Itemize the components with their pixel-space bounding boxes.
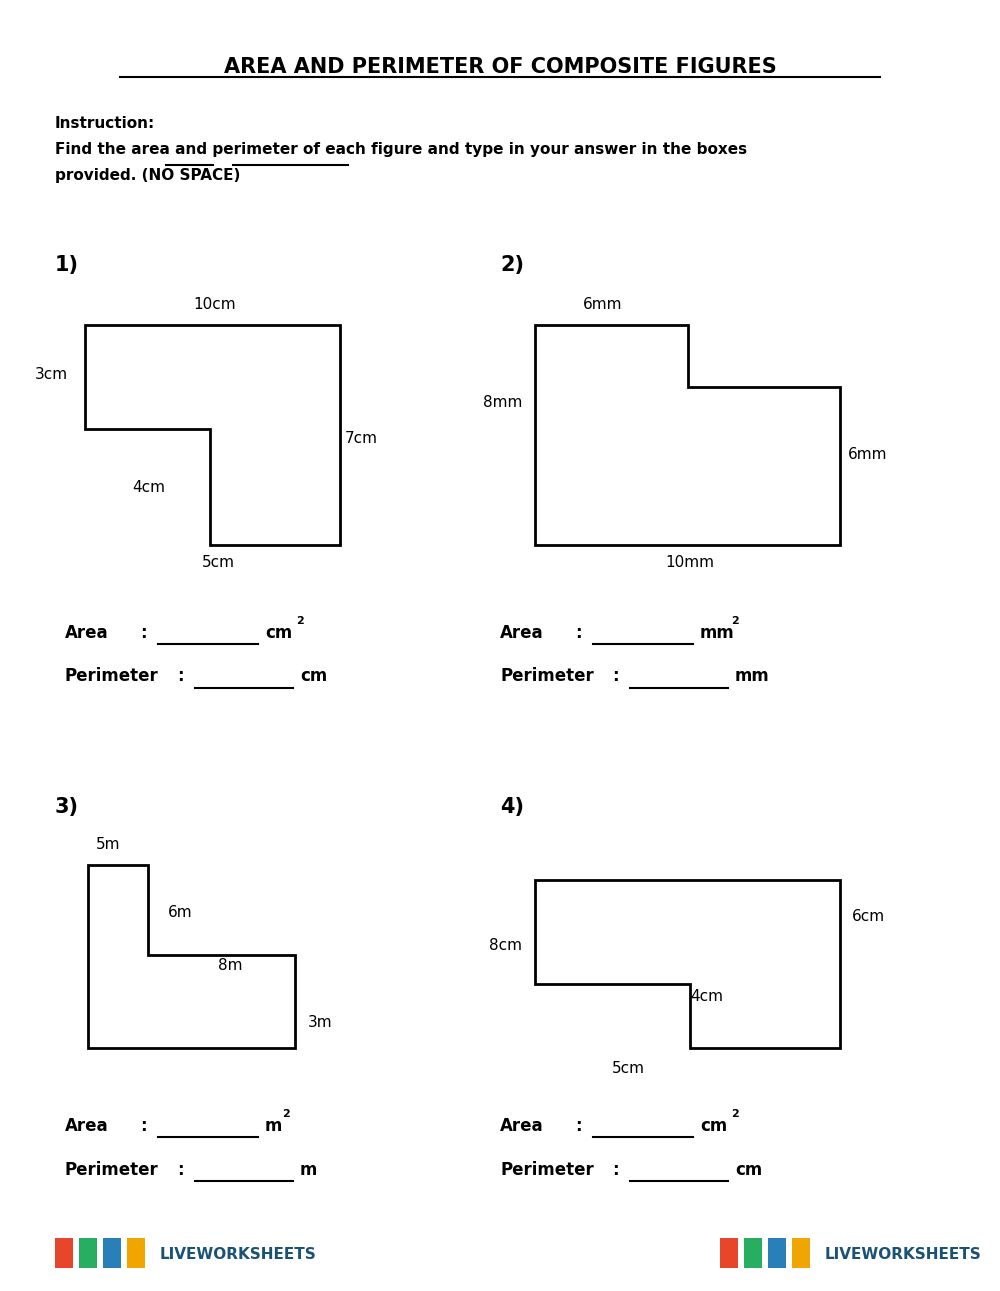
Text: :: :: [575, 624, 582, 642]
Text: provided. (NO SPACE): provided. (NO SPACE): [55, 168, 240, 183]
Text: :: :: [140, 624, 147, 642]
Text: 6mm: 6mm: [583, 297, 623, 312]
Text: 3): 3): [55, 797, 79, 817]
Text: Area: Area: [500, 1117, 544, 1135]
Text: m: m: [300, 1161, 317, 1179]
Text: Area: Area: [65, 1117, 109, 1135]
FancyBboxPatch shape: [792, 1238, 810, 1268]
Text: Perimeter: Perimeter: [500, 667, 594, 686]
Text: 2: 2: [282, 1109, 290, 1119]
Text: :: :: [177, 667, 184, 686]
Text: Perimeter: Perimeter: [500, 1161, 594, 1179]
Text: 2: 2: [731, 616, 739, 626]
Text: LIVEWORKSHEETS: LIVEWORKSHEETS: [825, 1247, 982, 1263]
Text: Find the area and perimeter of each figure and type in your answer in the boxes: Find the area and perimeter of each figu…: [55, 142, 747, 158]
FancyBboxPatch shape: [55, 1238, 73, 1268]
Text: 5m: 5m: [96, 837, 120, 852]
Text: Area: Area: [65, 624, 109, 642]
Text: 6cm: 6cm: [852, 909, 885, 924]
Text: Perimeter: Perimeter: [65, 667, 159, 686]
Text: :: :: [140, 1117, 147, 1135]
Text: 8m: 8m: [218, 958, 242, 973]
Text: 10mm: 10mm: [666, 555, 714, 571]
Text: m: m: [265, 1117, 282, 1135]
Text: AREA AND PERIMETER OF COMPOSITE FIGURES: AREA AND PERIMETER OF COMPOSITE FIGURES: [224, 57, 776, 77]
Text: Area: Area: [500, 624, 544, 642]
Text: 5cm: 5cm: [202, 555, 234, 571]
Text: 4cm: 4cm: [132, 480, 165, 496]
FancyBboxPatch shape: [720, 1238, 738, 1268]
Text: Instruction:: Instruction:: [55, 116, 155, 132]
Text: cm: cm: [300, 667, 327, 686]
Text: :: :: [177, 1161, 184, 1179]
Text: cm: cm: [700, 1117, 727, 1135]
Text: 2: 2: [296, 616, 304, 626]
FancyBboxPatch shape: [79, 1238, 97, 1268]
Text: :: :: [612, 667, 619, 686]
Text: :: :: [575, 1117, 582, 1135]
Text: :: :: [612, 1161, 619, 1179]
Text: cm: cm: [265, 624, 292, 642]
Text: 2): 2): [500, 254, 524, 275]
Text: 2: 2: [731, 1109, 739, 1119]
Text: 8mm: 8mm: [483, 395, 522, 411]
Text: 6mm: 6mm: [848, 447, 888, 462]
Text: 7cm: 7cm: [345, 431, 378, 447]
FancyBboxPatch shape: [768, 1238, 786, 1268]
FancyBboxPatch shape: [103, 1238, 121, 1268]
FancyBboxPatch shape: [127, 1238, 145, 1268]
Text: Perimeter: Perimeter: [65, 1161, 159, 1179]
Text: 10cm: 10cm: [194, 297, 236, 312]
Text: 5cm: 5cm: [612, 1061, 644, 1077]
Text: cm: cm: [735, 1161, 762, 1179]
Text: 4cm: 4cm: [690, 989, 723, 1004]
Text: LIVEWORKSHEETS: LIVEWORKSHEETS: [160, 1247, 317, 1263]
Text: mm: mm: [700, 624, 735, 642]
Text: 1): 1): [55, 254, 79, 275]
FancyBboxPatch shape: [744, 1238, 762, 1268]
Text: 8cm: 8cm: [489, 937, 522, 953]
Text: 3m: 3m: [308, 1015, 333, 1030]
Text: 4): 4): [500, 797, 524, 817]
Text: 3cm: 3cm: [35, 367, 68, 382]
Text: 6m: 6m: [168, 905, 193, 920]
Text: mm: mm: [735, 667, 770, 686]
